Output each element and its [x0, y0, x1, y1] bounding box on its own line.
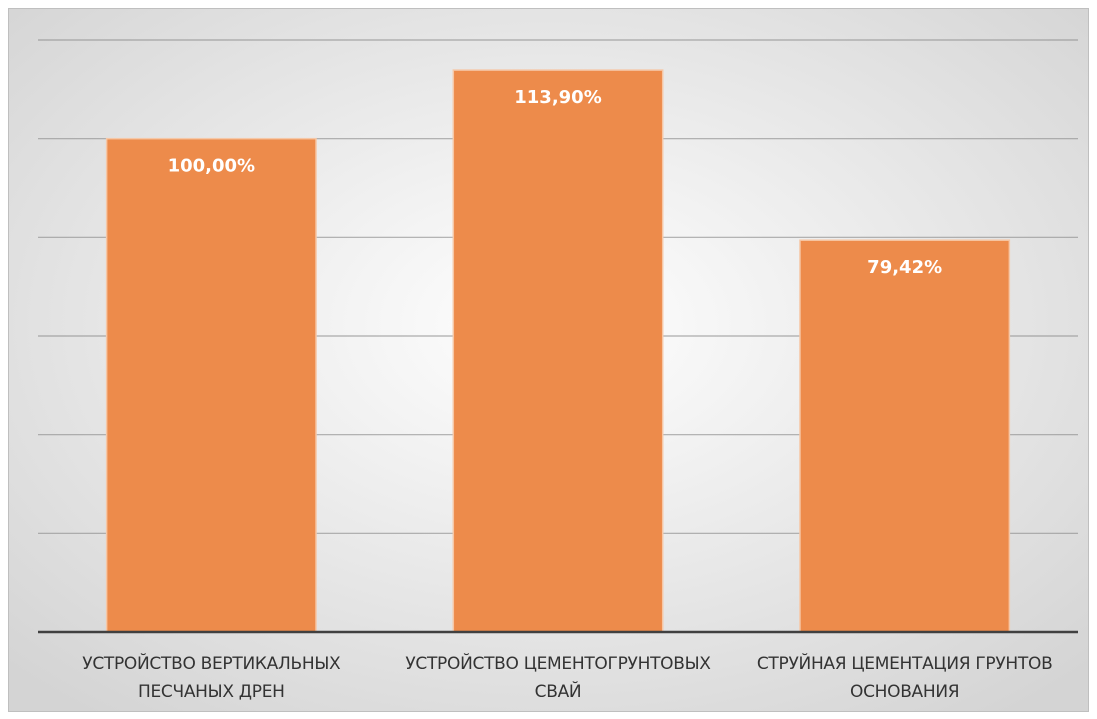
- x-tick-label: УСТРОЙСТВО ВЕРТИКАЛЬНЫХ ПЕСЧАНЫХ ДРЕН: [82, 654, 341, 702]
- data-label: 100,00%: [168, 156, 256, 177]
- bar: [452, 69, 664, 633]
- x-tick-label: УСТРОЙСТВО ЦЕМЕНТОГРУНТОВЫХ СВАЙ: [405, 654, 711, 702]
- bar: [105, 137, 317, 633]
- x-tick-label: СТРУЙНАЯ ЦЕМЕНТАЦИЯ ГРУНТОВ ОСНОВАНИЯ: [756, 654, 1053, 702]
- bar: [799, 239, 1011, 633]
- data-label: 113,90%: [514, 87, 602, 108]
- data-label: 79,42%: [867, 257, 942, 278]
